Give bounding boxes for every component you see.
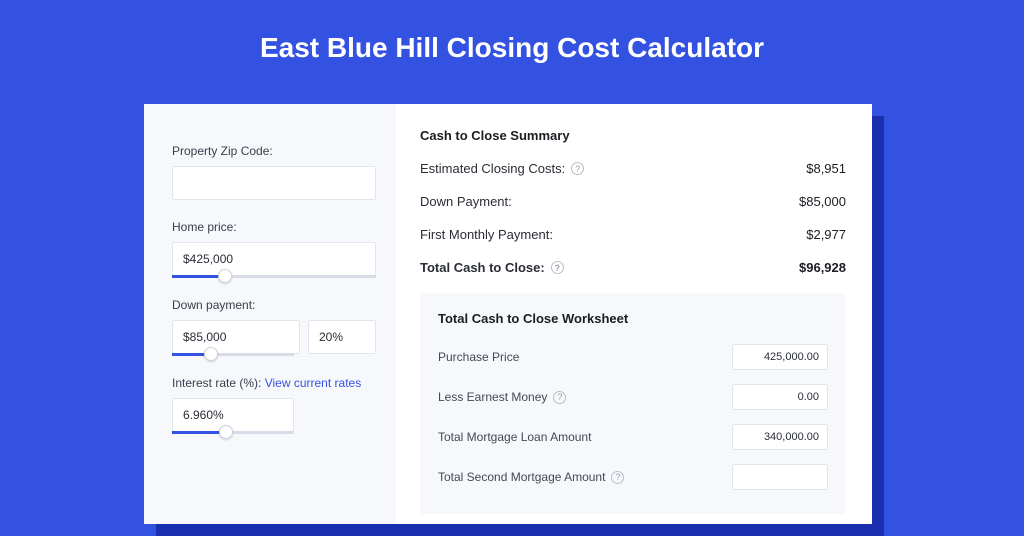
summary-row-closing-costs: Estimated Closing Costs: ? $8,951 [420, 161, 846, 176]
interest-rate-slider[interactable] [172, 431, 294, 434]
interest-rate-input[interactable] [172, 398, 294, 432]
field-zip: Property Zip Code: [172, 144, 376, 200]
interest-rate-label-text: Interest rate (%): [172, 376, 261, 390]
help-icon[interactable]: ? [551, 261, 564, 274]
summary-label: First Monthly Payment: [420, 227, 553, 242]
summary-heading: Cash to Close Summary [420, 128, 846, 143]
zip-input[interactable] [172, 166, 376, 200]
down-payment-slider[interactable] [172, 353, 294, 356]
inputs-panel: Property Zip Code: Home price: Down paym… [144, 104, 396, 524]
worksheet-input[interactable] [732, 344, 828, 370]
results-panel: Cash to Close Summary Estimated Closing … [396, 104, 872, 524]
worksheet-label: Less Earnest Money [438, 390, 547, 404]
slider-thumb[interactable] [204, 347, 218, 361]
slider-fill [172, 431, 226, 434]
worksheet-row-mortgage-amount: Total Mortgage Loan Amount [438, 424, 828, 450]
summary-label: Down Payment: [420, 194, 512, 209]
worksheet-label: Purchase Price [438, 350, 519, 364]
field-interest-rate: Interest rate (%): View current rates [172, 376, 376, 434]
worksheet-label: Total Second Mortgage Amount [438, 470, 605, 484]
field-down-payment: Down payment: [172, 298, 376, 356]
worksheet-input[interactable] [732, 384, 828, 410]
summary-label: Estimated Closing Costs: [420, 161, 565, 176]
help-icon[interactable]: ? [611, 471, 624, 484]
worksheet-label: Total Mortgage Loan Amount [438, 430, 591, 444]
summary-value: $96,928 [799, 260, 846, 275]
interest-rate-label: Interest rate (%): View current rates [172, 376, 376, 390]
home-price-slider[interactable] [172, 275, 376, 278]
help-icon[interactable]: ? [553, 391, 566, 404]
worksheet-row-purchase-price: Purchase Price [438, 344, 828, 370]
summary-row-total-cash: Total Cash to Close: ? $96,928 [420, 260, 846, 275]
worksheet-row-second-mortgage: Total Second Mortgage Amount ? [438, 464, 828, 490]
calculator-card: Property Zip Code: Home price: Down paym… [144, 104, 872, 524]
slider-thumb[interactable] [218, 269, 232, 283]
down-payment-pct-input[interactable] [308, 320, 376, 354]
summary-value: $8,951 [806, 161, 846, 176]
down-payment-label: Down payment: [172, 298, 376, 312]
worksheet-row-earnest-money: Less Earnest Money ? [438, 384, 828, 410]
help-icon[interactable]: ? [571, 162, 584, 175]
home-price-label: Home price: [172, 220, 376, 234]
worksheet-input[interactable] [732, 424, 828, 450]
summary-row-down-payment: Down Payment: $85,000 [420, 194, 846, 209]
down-payment-input[interactable] [172, 320, 300, 354]
home-price-input[interactable] [172, 242, 376, 276]
summary-value: $2,977 [806, 227, 846, 242]
view-rates-link[interactable]: View current rates [265, 376, 362, 390]
summary-label: Total Cash to Close: [420, 260, 545, 275]
worksheet-panel: Total Cash to Close Worksheet Purchase P… [420, 293, 846, 514]
field-home-price: Home price: [172, 220, 376, 278]
summary-value: $85,000 [799, 194, 846, 209]
slider-thumb[interactable] [219, 425, 233, 439]
page-title: East Blue Hill Closing Cost Calculator [0, 0, 1024, 92]
worksheet-heading: Total Cash to Close Worksheet [438, 311, 828, 326]
zip-label: Property Zip Code: [172, 144, 376, 158]
worksheet-input[interactable] [732, 464, 828, 490]
summary-row-first-monthly: First Monthly Payment: $2,977 [420, 227, 846, 242]
